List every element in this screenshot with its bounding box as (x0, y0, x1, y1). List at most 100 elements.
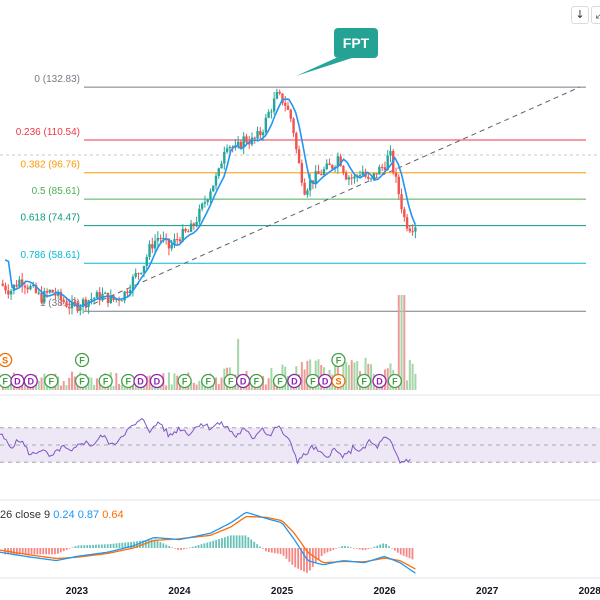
volume-bar (134, 383, 137, 390)
macd-histogram-bar (188, 547, 191, 549)
event-marker (0, 352, 13, 368)
volume-bar (215, 377, 217, 390)
event-marker (201, 373, 216, 389)
candle-body (81, 299, 85, 307)
macd-histogram-bar (124, 542, 127, 548)
event-letter: F (49, 377, 55, 387)
macd-histogram-bar (150, 539, 153, 548)
candle-body (90, 298, 93, 301)
volume-bar (386, 368, 389, 390)
candle-body (32, 284, 35, 287)
fib-level-label: 1 (38.40) (40, 298, 80, 309)
event-marker (249, 373, 264, 389)
candle-body (184, 228, 187, 232)
macd-histogram-bar (250, 539, 253, 548)
macd-histogram-bar (224, 537, 226, 548)
macd-histogram-bar (358, 548, 361, 550)
macd-histogram-bar (42, 548, 45, 555)
expand-button[interactable]: ⤢ (591, 6, 600, 24)
macd-histogram-bar (121, 542, 124, 548)
candle-body (320, 174, 323, 176)
candle-body (236, 141, 240, 146)
macd-histogram-bar (320, 548, 323, 557)
candle-body (59, 291, 63, 300)
macd-histogram-bar (209, 541, 212, 548)
candle-body (386, 155, 389, 171)
macd-histogram-bar (259, 546, 261, 548)
macd-histogram-bar (238, 535, 241, 548)
volume-bar (406, 380, 409, 390)
candle-body (200, 203, 204, 209)
volume-bar (300, 361, 303, 390)
macd-histogram-bar (21, 548, 24, 555)
macd-histogram-bar (89, 544, 92, 548)
volume-bar (68, 377, 71, 390)
macd-histogram-bar (344, 545, 346, 548)
macd-histogram-bar (74, 546, 77, 548)
macd-histogram-bar (364, 548, 367, 550)
year-tick-label: 2026 (373, 586, 396, 597)
macd-histogram-bar (112, 543, 115, 548)
candle-body (23, 285, 27, 288)
macd-histogram-bar (323, 548, 326, 554)
candle-body (344, 172, 348, 180)
candle-body (68, 306, 71, 309)
event-letter: D (322, 377, 329, 387)
candle-body (167, 238, 171, 249)
macd-histogram-bar (212, 540, 215, 548)
candle-body (131, 276, 135, 290)
event-letter: F (79, 356, 85, 366)
macd-histogram-bar (147, 539, 150, 548)
event-letter: F (125, 377, 131, 387)
macd-histogram-bar (45, 548, 48, 555)
volume-bar (93, 384, 96, 390)
candle-body (414, 227, 417, 232)
event-letter: S (335, 377, 341, 387)
candle-body (145, 256, 148, 266)
macd-histogram-bar (311, 548, 314, 567)
candle-body (405, 217, 409, 229)
macd-histogram-bar (54, 548, 56, 555)
candle-body (311, 180, 315, 184)
macd-line (0, 511, 416, 574)
candle-body (339, 156, 342, 167)
macd-histogram-bar (355, 548, 358, 549)
candle-body (248, 142, 251, 145)
candle-body (342, 166, 345, 173)
volume-bar (251, 384, 253, 390)
candle-body (198, 208, 201, 222)
event-marker (331, 352, 346, 368)
volume-bar (165, 385, 168, 390)
event-marker (98, 373, 113, 389)
event-letter: F (361, 377, 367, 387)
fib-level-label: 0.382 (96.76) (21, 160, 81, 171)
candle-body (350, 177, 353, 179)
candle-body (48, 289, 52, 293)
volume-bar (57, 376, 60, 390)
macd-histogram-bar (115, 543, 118, 548)
candle-body (289, 109, 292, 119)
macd-histogram-bar (15, 548, 18, 555)
candles-group (1, 88, 417, 316)
candle-body (92, 297, 96, 299)
event-letter: D (28, 377, 35, 387)
candle-body (361, 171, 364, 176)
candle-body (206, 199, 209, 203)
macd-histogram-bar (174, 548, 176, 549)
macd-histogram-bar (370, 547, 373, 549)
macd-histogram-bar (218, 539, 220, 548)
volume-bar (112, 385, 115, 390)
macd-histogram-bar (13, 548, 15, 555)
event-letter: F (254, 377, 260, 387)
candle-body (347, 177, 351, 180)
callout-pointer (296, 58, 352, 76)
candle-body (51, 289, 54, 293)
macd-histogram-bar (373, 546, 376, 548)
macd-histogram-bar (300, 548, 302, 571)
candle-body (18, 279, 21, 287)
down-arrow-button[interactable]: ↓ (571, 6, 589, 24)
macd-histogram-bar (335, 548, 338, 549)
macd-histogram-bar (51, 548, 53, 555)
volume-bar (195, 384, 198, 390)
macd-histogram-group (4, 535, 414, 573)
